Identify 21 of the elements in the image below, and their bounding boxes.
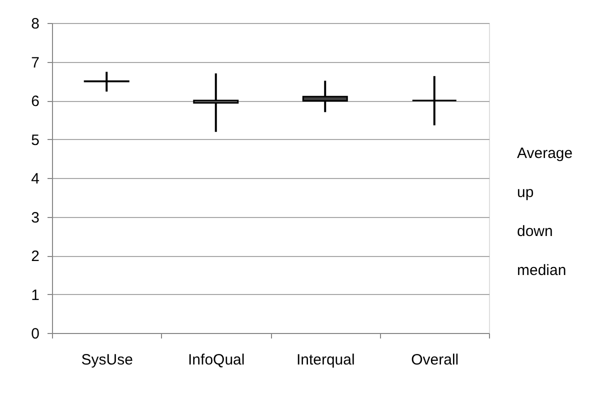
y-tick-label: 4 bbox=[31, 170, 40, 188]
text: down bbox=[517, 223, 553, 240]
text: up bbox=[517, 184, 534, 202]
x-tick-label: Overall bbox=[411, 352, 459, 368]
x-tick-label: Interqual bbox=[296, 352, 355, 368]
candlestick bbox=[412, 75, 458, 126]
x-tick-label: InfoQual bbox=[188, 352, 245, 368]
y-tick-label: 2 bbox=[31, 248, 40, 265]
y-tick-label: 0 bbox=[31, 326, 40, 342]
y-tick-label: 6 bbox=[31, 93, 40, 110]
y-tick-label: 1 bbox=[31, 286, 40, 304]
candlestick bbox=[193, 72, 239, 133]
y-tick-label: 5 bbox=[31, 132, 40, 149]
y-tick-label: 8 bbox=[31, 16, 40, 32]
x-tick-label: SysUse bbox=[81, 352, 133, 368]
text: Average bbox=[517, 145, 573, 162]
y-tick-label: 3 bbox=[31, 209, 40, 226]
text: median bbox=[517, 262, 566, 280]
candlestick bbox=[84, 70, 130, 93]
candlestick bbox=[302, 80, 348, 114]
y-tick-label: 7 bbox=[31, 54, 40, 72]
